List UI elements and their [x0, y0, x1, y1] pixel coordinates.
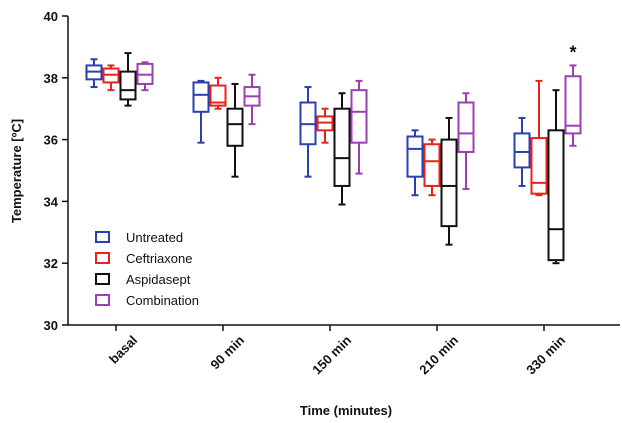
legend-swatch — [95, 294, 110, 306]
box-plot — [564, 64, 582, 147]
box-iqr — [530, 137, 548, 195]
box-plot — [136, 61, 154, 92]
box-iqr — [209, 84, 227, 107]
box-plot — [243, 73, 261, 126]
box-plot — [85, 58, 103, 89]
box-iqr — [350, 89, 368, 144]
y-tick-label: 32 — [44, 256, 58, 271]
x-tick-label: 330 min — [523, 332, 568, 377]
legend-item: Untreated — [95, 230, 183, 245]
y-tick-label: 38 — [44, 71, 58, 86]
legend-label: Untreated — [126, 230, 183, 245]
box-plot — [119, 52, 137, 107]
box-plot — [209, 76, 227, 110]
x-tick-label: 150 min — [309, 332, 354, 377]
box-iqr — [423, 143, 441, 187]
x-axis-title: Time (minutes) — [300, 403, 392, 418]
legend: Untreated Ceftriaxone Aspidasept Combinatio… — [95, 230, 199, 308]
box-plot — [102, 64, 120, 92]
annotations: * — [569, 42, 576, 62]
box-plot — [440, 116, 458, 246]
box-plot — [350, 79, 368, 175]
x-ticks: basal 90 min 150 min 210 min 330 min — [106, 325, 568, 377]
box-plot — [547, 89, 565, 265]
legend-item: Ceftriaxone — [95, 251, 192, 266]
box-iqr — [406, 135, 424, 178]
y-tick-label: 30 — [44, 318, 58, 333]
box-iqr — [440, 138, 458, 228]
box-plot — [530, 79, 548, 197]
box-plot — [299, 86, 317, 178]
x-tick-label: 210 min — [416, 332, 461, 377]
legend-label: Aspidasept — [126, 272, 191, 287]
legend-label: Combination — [126, 293, 199, 308]
box-plot — [192, 79, 210, 144]
legend-label: Ceftriaxone — [126, 251, 192, 266]
box-plot — [457, 92, 475, 191]
box-plot — [406, 129, 424, 197]
y-tick-label: 40 — [44, 9, 58, 24]
boxes-layer — [85, 52, 582, 265]
box-plot — [513, 116, 531, 187]
axes — [67, 16, 620, 326]
legend-swatch — [95, 273, 110, 285]
box-iqr — [457, 101, 475, 153]
box-iqr — [119, 70, 137, 101]
box-plot — [333, 92, 351, 206]
y-tick-label: 34 — [44, 194, 59, 209]
box-plot — [316, 107, 334, 144]
box-iqr — [513, 132, 531, 169]
y-axis-title: Temperature [ºC] — [9, 119, 24, 223]
box-iqr — [333, 107, 351, 187]
box-iqr — [226, 107, 244, 147]
y-tick-label: 36 — [44, 133, 58, 148]
legend-swatch — [95, 252, 110, 264]
legend-swatch — [95, 231, 110, 243]
box-iqr — [192, 81, 210, 113]
box-iqr — [547, 129, 565, 262]
legend-item: Aspidasept — [95, 272, 191, 287]
x-tick-label: 90 min — [207, 332, 247, 372]
box-plot — [423, 138, 441, 197]
significance-marker: * — [569, 42, 576, 62]
x-tick-label: basal — [106, 333, 140, 367]
y-ticks: 30 32 34 36 38 40 — [44, 9, 68, 333]
box-plot — [226, 82, 244, 178]
legend-item: Combination — [95, 293, 199, 308]
box-iqr — [564, 75, 582, 135]
